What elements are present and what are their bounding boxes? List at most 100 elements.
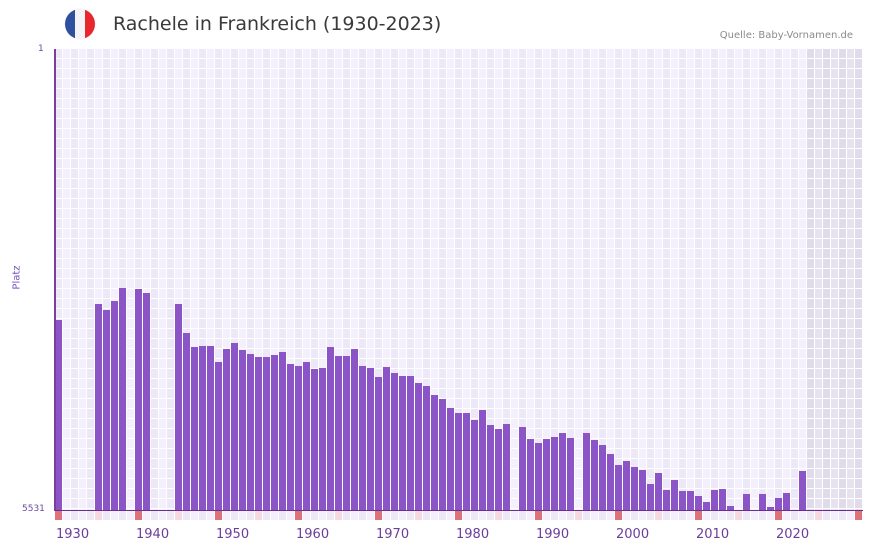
grid-column bbox=[671, 49, 678, 510]
bar-2023[interactable] bbox=[799, 471, 806, 510]
bar-1967[interactable] bbox=[351, 349, 358, 510]
grid-column bbox=[735, 49, 742, 510]
bar-1964[interactable] bbox=[327, 347, 334, 510]
bar-1972[interactable] bbox=[391, 373, 398, 510]
bar-1962[interactable] bbox=[311, 369, 318, 510]
flag-red-stripe bbox=[85, 9, 95, 39]
bar-1947[interactable] bbox=[191, 347, 198, 510]
bar-1969[interactable] bbox=[367, 368, 374, 510]
bar-2005[interactable] bbox=[655, 473, 662, 510]
bar-1948[interactable] bbox=[199, 346, 206, 510]
bar-1983[interactable] bbox=[479, 410, 486, 510]
bar-1981[interactable] bbox=[463, 413, 470, 510]
bar-1966[interactable] bbox=[343, 356, 350, 510]
bar-1936[interactable] bbox=[103, 309, 110, 510]
bar-1988[interactable] bbox=[519, 427, 526, 510]
bar-1982[interactable] bbox=[471, 420, 478, 510]
bar-1952[interactable] bbox=[231, 343, 238, 510]
bar-2016[interactable] bbox=[743, 494, 750, 510]
bar-1941[interactable] bbox=[143, 293, 150, 510]
grid-column bbox=[471, 49, 478, 510]
bar-1949[interactable] bbox=[207, 346, 214, 510]
bar-1971[interactable] bbox=[383, 367, 390, 510]
bar-1985[interactable] bbox=[495, 429, 502, 510]
bar-1996[interactable] bbox=[583, 433, 590, 510]
bar-1930[interactable] bbox=[55, 320, 62, 510]
bar-1951[interactable] bbox=[223, 349, 230, 510]
bar-1993[interactable] bbox=[559, 433, 566, 510]
year-marker bbox=[423, 511, 430, 520]
year-marker bbox=[703, 511, 710, 520]
bar-1955[interactable] bbox=[255, 357, 262, 510]
bar-1953[interactable] bbox=[239, 350, 246, 510]
bar-1994[interactable] bbox=[567, 438, 574, 510]
bar-2020[interactable] bbox=[775, 498, 782, 510]
year-marker bbox=[535, 511, 542, 520]
bar-1945[interactable] bbox=[175, 304, 182, 510]
grid-column bbox=[743, 49, 750, 510]
bar-1938[interactable] bbox=[119, 288, 126, 510]
bar-2001[interactable] bbox=[623, 461, 630, 510]
bar-2013[interactable] bbox=[719, 489, 726, 510]
bar-1940[interactable] bbox=[135, 289, 142, 510]
bar-2003[interactable] bbox=[639, 470, 646, 510]
source-credit: Quelle: Baby-Vornamen.de bbox=[719, 30, 853, 41]
bar-2008[interactable] bbox=[679, 491, 686, 510]
bar-2012[interactable] bbox=[711, 490, 718, 510]
year-marker bbox=[271, 511, 278, 520]
bar-1998[interactable] bbox=[599, 445, 606, 510]
bar-2000[interactable] bbox=[615, 465, 622, 510]
bar-2018[interactable] bbox=[759, 494, 766, 510]
bar-1954[interactable] bbox=[247, 354, 254, 510]
bar-1980[interactable] bbox=[455, 413, 462, 510]
bar-1976[interactable] bbox=[423, 386, 430, 510]
x-tick-label: 1930 bbox=[56, 527, 90, 542]
x-tick-label: 2000 bbox=[616, 527, 650, 542]
bar-1990[interactable] bbox=[535, 443, 542, 510]
bar-2014[interactable] bbox=[727, 506, 734, 510]
bar-1978[interactable] bbox=[439, 399, 446, 510]
bar-2021[interactable] bbox=[783, 493, 790, 510]
bar-2002[interactable] bbox=[631, 467, 638, 510]
bar-1989[interactable] bbox=[527, 439, 534, 510]
bar-2011[interactable] bbox=[703, 502, 710, 510]
bar-1950[interactable] bbox=[215, 362, 222, 510]
year-marker bbox=[807, 511, 814, 520]
bar-2019[interactable] bbox=[767, 507, 774, 510]
bar-1963[interactable] bbox=[319, 368, 326, 510]
year-marker bbox=[599, 511, 606, 520]
bar-2010[interactable] bbox=[695, 496, 702, 510]
bar-1992[interactable] bbox=[551, 437, 558, 510]
bar-1984[interactable] bbox=[487, 425, 494, 510]
bar-2009[interactable] bbox=[687, 491, 694, 510]
bar-1956[interactable] bbox=[263, 357, 270, 510]
bar-2004[interactable] bbox=[647, 484, 654, 510]
bar-2007[interactable] bbox=[671, 480, 678, 510]
grid-column bbox=[495, 49, 502, 510]
france-flag-icon bbox=[65, 9, 95, 39]
bar-2006[interactable] bbox=[663, 490, 670, 510]
bar-1974[interactable] bbox=[407, 376, 414, 510]
bar-1935[interactable] bbox=[95, 304, 102, 510]
bar-1968[interactable] bbox=[359, 366, 366, 510]
bar-1960[interactable] bbox=[295, 366, 302, 510]
bar-1979[interactable] bbox=[447, 408, 454, 510]
bar-1970[interactable] bbox=[375, 377, 382, 510]
bar-1958[interactable] bbox=[279, 352, 286, 510]
bar-1991[interactable] bbox=[543, 439, 550, 510]
bar-1959[interactable] bbox=[287, 364, 294, 510]
grid-column bbox=[335, 49, 342, 510]
bar-1977[interactable] bbox=[431, 395, 438, 510]
bar-1986[interactable] bbox=[503, 424, 510, 510]
bar-1937[interactable] bbox=[111, 301, 118, 510]
bar-1965[interactable] bbox=[335, 356, 342, 510]
year-marker bbox=[359, 511, 366, 520]
bar-1957[interactable] bbox=[271, 355, 278, 510]
bar-1997[interactable] bbox=[591, 440, 598, 510]
bar-1946[interactable] bbox=[183, 333, 190, 510]
grid-column bbox=[599, 49, 606, 510]
bar-1961[interactable] bbox=[303, 362, 310, 510]
bar-1999[interactable] bbox=[607, 454, 614, 510]
bar-1975[interactable] bbox=[415, 383, 422, 510]
bar-1973[interactable] bbox=[399, 376, 406, 510]
